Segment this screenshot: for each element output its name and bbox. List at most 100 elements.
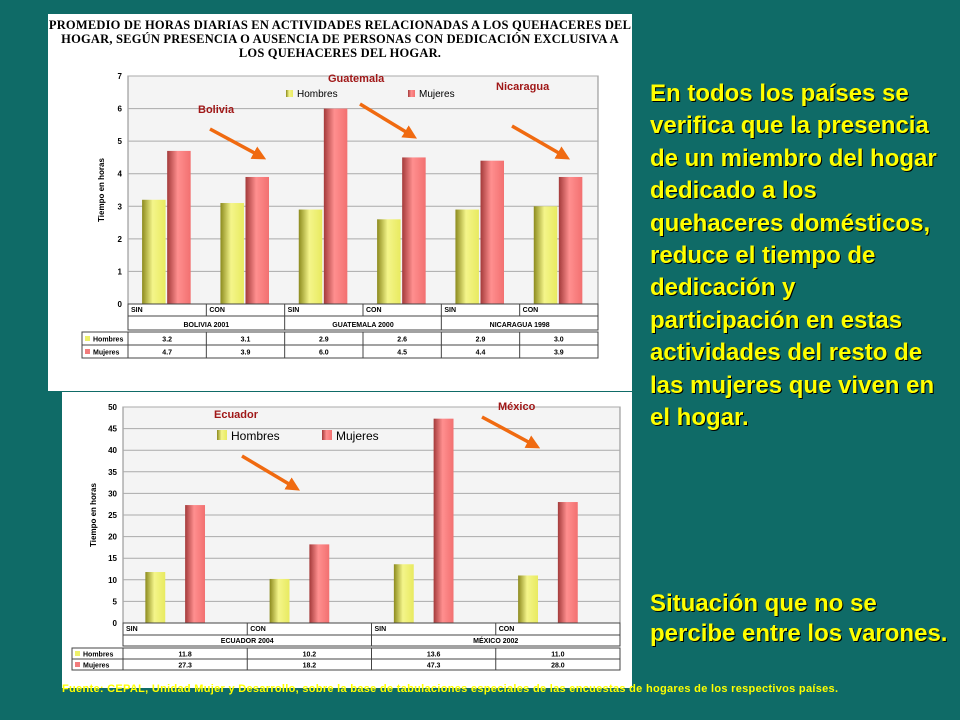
x-tick-label: CON [366,307,382,314]
bar-hombres [455,209,479,304]
bar-mujeres [323,108,348,304]
y-tick-label: 1 [118,267,123,276]
y-tick-label: 15 [108,554,117,563]
country-annotation: México [498,401,536,413]
data-label-mujeres: 47.3 [427,663,441,670]
group-label: MÉXICO 2002 [473,636,518,645]
x-tick-label: CON [209,307,225,314]
row-label-mujeres: Mujeres [83,663,110,670]
y-tick-label: 45 [108,425,117,434]
bar-hombres [393,564,414,623]
data-label-mujeres: 6.0 [319,350,329,357]
country-annotation: Guatemala [328,73,385,85]
group-label: BOLIVIA 2001 [184,322,230,329]
arrow-icon [359,102,417,139]
row-label-hombres: Hombres [83,652,113,659]
x-tick-label: CON [250,626,266,633]
legend-label-mujeres: Mujeres [336,429,379,443]
data-label-mujeres: 3.9 [241,350,251,357]
legend-label-mujeres: Mujeres [419,89,455,100]
y-tick-label: 25 [108,511,117,520]
row-label-mujeres: Mujeres [93,350,120,357]
bar-hombres [298,209,323,304]
source-note: Fuente: CEPAL, Unidad Mujer y Desarrollo… [62,683,839,695]
data-label-mujeres: 18.2 [303,663,317,670]
y-tick-label: 50 [108,403,117,412]
x-tick-label: SIN [288,307,300,314]
x-tick-label: CON [523,307,539,314]
y-tick-label: 5 [118,137,123,146]
arrow-icon [481,415,541,449]
x-tick-label: CON [499,626,515,633]
bar-hombres [145,572,166,623]
x-tick-label: SIN [126,626,138,633]
bar-mujeres [245,176,269,304]
data-label-hombres: 3.0 [554,337,564,344]
y-tick-label: 6 [118,105,123,114]
y-tick-label: 20 [108,533,117,542]
chart-top: PROMEDIO DE HORAS DIARIAS EN ACTIVIDADES… [48,14,632,391]
data-label-hombres: 2.6 [397,337,407,344]
chart-bottom: 0 5 10 15 20 25 30 35 40 45 50 Tiempo en horas SIN CO… [62,392,632,688]
bar-hombres [269,578,290,623]
data-label-hombres: 10.2 [303,652,317,659]
secondary-statement: Situación que no se percibe entre los va… [650,590,948,647]
x-tick-label: SIN [375,626,387,633]
bar-hombres [142,199,166,304]
legend-swatch-mujeres [85,349,90,354]
y-tick-label: 40 [108,446,117,455]
legend-swatch-mujeres [75,662,80,667]
y-tick-label: 10 [108,576,117,585]
country-annotation: Bolivia [198,104,235,116]
legend-swatch-hombres [286,90,293,97]
data-label-hombres: 2.9 [476,337,486,344]
data-label-hombres: 11.0 [551,652,564,659]
y-tick-label: 30 [108,489,117,498]
bar-mujeres [480,160,504,304]
data-label-mujeres: 4.5 [397,350,407,357]
legend-label-hombres: Hombres [231,429,280,443]
y-tick-label: 0 [118,300,123,309]
bar-mujeres [558,176,583,304]
y-tick-label: 35 [108,468,117,477]
data-label-mujeres: 3.9 [554,350,564,357]
group-label: GUATEMALA 2000 [332,322,394,329]
data-label-mujeres: 4.7 [162,350,172,357]
data-label-mujeres: 4.4 [476,350,486,357]
legend-swatch-hombres [85,336,90,341]
bar-hombres [533,206,558,304]
bar-mujeres [402,157,426,304]
bar-mujeres [185,505,206,623]
data-label-hombres: 3.1 [241,337,251,344]
data-label-hombres: 13.6 [427,652,441,659]
bar-hombres [518,575,538,623]
legend-swatch-mujeres [322,430,332,440]
country-annotation: Ecuador [214,409,259,421]
arrow-icon [209,127,267,160]
row-label-hombres: Hombres [93,337,123,344]
country-annotation: Nicaragua [496,81,550,93]
y-tick-label: 2 [118,235,123,244]
data-label-mujeres: 28.0 [551,663,565,670]
y-tick-label: 7 [118,72,123,81]
main-statement: En todos los países se verifica que la p… [650,80,937,432]
chart-title: PROMEDIO DE HORAS DIARIAS EN ACTIVIDADES… [48,18,632,60]
legend-label-hombres: Hombres [297,89,338,100]
chart-bottom-svg: 0 5 10 15 20 25 30 35 40 45 50 Tiempo en horas SIN CO… [71,401,621,671]
bar-mujeres [557,502,578,623]
bar-mujeres [433,418,454,623]
y-tick-label: 0 [113,619,118,628]
chart-top-svg: 0 1 2 3 4 5 6 7 Tiempo en horas SIN CON SIN CON SIN CO… [81,72,599,359]
data-label-hombres: 11.8 [179,652,192,659]
y-tick-label: 4 [118,170,123,179]
plot-area [127,75,599,305]
data-label-hombres: 2.9 [319,337,329,344]
legend-swatch-hombres [75,651,80,656]
bar-mujeres [167,150,191,304]
data-label-mujeres: 27.3 [178,663,192,670]
bar-hombres [377,219,401,304]
y-axis-label: Tiempo en horas [89,483,98,547]
bar-mujeres [309,544,330,623]
y-axis-label: Tiempo en horas [97,158,106,222]
y-tick-label: 5 [113,597,118,606]
